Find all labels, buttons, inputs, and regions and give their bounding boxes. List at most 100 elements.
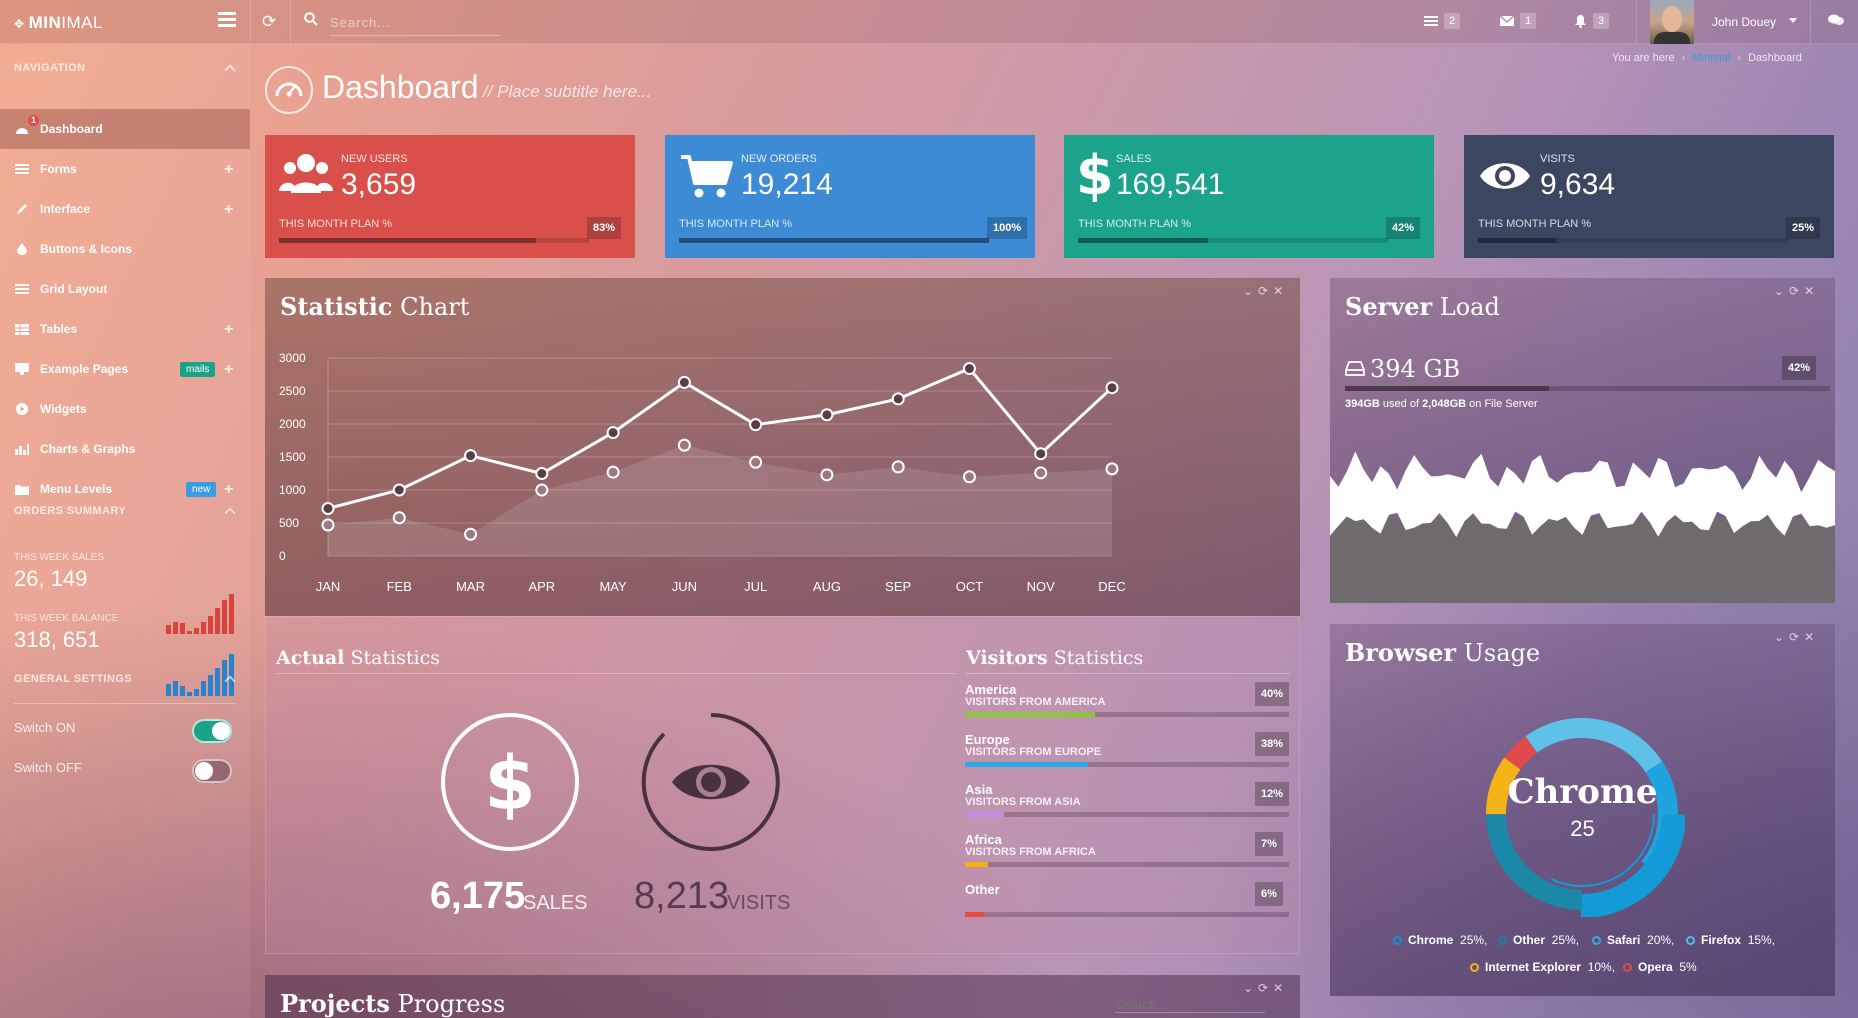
- sidebar-item-grid-layout[interactable]: Grid Layout: [0, 269, 250, 309]
- search-icon: [304, 12, 318, 26]
- spark-bar: [166, 684, 171, 696]
- avatar[interactable]: [1650, 0, 1694, 44]
- sidebar-item-forms[interactable]: Forms +: [0, 149, 250, 189]
- tasks-indicator[interactable]: 2: [1424, 13, 1461, 29]
- expand-plus-icon[interactable]: +: [224, 201, 234, 218]
- sidebar-item-label: Buttons & Icons: [40, 242, 132, 256]
- projects-progress-panel: Projects Progress ⌄⟳✕: [265, 975, 1300, 1018]
- sidebar-item-label: Menu Levels: [40, 482, 113, 496]
- sales-unit: SALES: [523, 892, 588, 914]
- sidebar-item-label: Tables: [40, 322, 78, 336]
- app-logo[interactable]: ✥ MINIMAL: [14, 13, 103, 32]
- primary-point: [464, 449, 478, 463]
- primary-point: [1105, 381, 1119, 395]
- table-icon: [14, 322, 30, 336]
- orders-collapse-icon[interactable]: [224, 507, 236, 519]
- secondary-point: [464, 527, 478, 541]
- sidebar-item-widgets[interactable]: Widgets: [0, 389, 250, 429]
- search-input[interactable]: [330, 10, 500, 36]
- spark-bar: [201, 621, 206, 634]
- x-tick-label: MAR: [456, 579, 485, 594]
- legend-item-other: Other 25%,: [1498, 933, 1579, 947]
- svg-text:$: $: [484, 741, 536, 827]
- sidebar-item-tables[interactable]: Tables +: [0, 309, 250, 349]
- refresh-icon[interactable]: ⟳: [262, 12, 277, 31]
- spark-bar: [229, 594, 234, 634]
- panel-tools[interactable]: ⌄⟳✕: [1243, 284, 1289, 298]
- week-balance-value: 318, 651: [14, 627, 100, 652]
- panel-tools[interactable]: ⌄⟳✕: [1774, 284, 1820, 298]
- spark-bar: [187, 630, 192, 634]
- spark-bar: [166, 624, 171, 634]
- new-badge: new: [186, 482, 217, 497]
- primary-point: [749, 418, 763, 432]
- server-load-panel: Server Load ⌄⟳✕ 394 GB 42% 394GB used of…: [1330, 278, 1835, 603]
- secondary-point: [749, 455, 763, 469]
- notifications-indicator[interactable]: 3: [1574, 13, 1610, 29]
- user-menu-chevron-icon[interactable]: [1789, 18, 1797, 23]
- sidebar-item-example-pages[interactable]: Example Pages mails +: [0, 349, 250, 389]
- nav-collapse-icon[interactable]: [224, 64, 236, 76]
- monitor-icon: [14, 362, 30, 376]
- primary-point: [891, 392, 905, 406]
- expand-plus-icon[interactable]: +: [224, 481, 234, 498]
- sidebar-item-charts-graphs[interactable]: Charts & Graphs: [0, 429, 250, 469]
- sidebar-item-label: Grid Layout: [40, 282, 108, 296]
- tile-progress-bar: [679, 238, 989, 243]
- sidebar-item-interface[interactable]: Interface +: [0, 189, 250, 229]
- secondary-point: [677, 438, 691, 452]
- breadcrumb: You are here › Minimal › Dashboard: [1612, 52, 1802, 64]
- folder-icon: [14, 482, 30, 496]
- statistic-chart-panel: Statistic Chart ⌄⟳✕ 3000 2500 2000 1500 1000…: [265, 278, 1300, 616]
- tile-progress-bar: [1078, 238, 1388, 243]
- sidebar-item-buttons-icons[interactable]: Buttons & Icons: [0, 229, 250, 269]
- spark-bar: [222, 660, 227, 696]
- nav-header: NAVIGATION: [14, 62, 86, 74]
- primary-point: [677, 375, 691, 389]
- y-tick-label: 1500: [279, 450, 306, 464]
- sidebar-item-dashboard[interactable]: 1 Dashboard: [0, 109, 250, 149]
- browser-usage-panel: Browser Usage ⌄⟳✕ Chrome 25 Chrome 25%, …: [1330, 624, 1835, 996]
- donut-slice-chrome: [1480, 712, 1685, 917]
- secondary-point: [392, 511, 406, 525]
- menu-toggle-icon[interactable]: [218, 12, 236, 28]
- visits-total: 8,213: [634, 875, 730, 917]
- tile-value: 19,214: [741, 168, 833, 201]
- tile-value: 9,634: [1540, 168, 1616, 201]
- breadcrumb-prefix: You are here: [1612, 52, 1675, 64]
- breadcrumb-link-minimal[interactable]: Minimal: [1692, 52, 1731, 64]
- sales-total: 6,175: [430, 875, 526, 917]
- server-load-wave-chart: [1330, 451, 1835, 603]
- sidebar-item-label: Forms: [40, 162, 77, 176]
- expand-plus-icon[interactable]: +: [224, 321, 234, 338]
- server-load-bar: [1345, 386, 1830, 391]
- spark-bar: [187, 691, 192, 696]
- spark-bar: [208, 675, 213, 696]
- browser-donut-chart: [1480, 712, 1685, 917]
- spark-bar: [215, 667, 220, 696]
- panel-tools[interactable]: ⌄⟳✕: [1243, 981, 1289, 995]
- tile-value: 169,541: [1116, 168, 1225, 201]
- y-tick-label: 2000: [279, 417, 306, 431]
- chat-icon[interactable]: [1828, 14, 1844, 27]
- x-tick-label: OCT: [956, 579, 984, 594]
- secondary-point: [891, 460, 905, 474]
- panel-tools[interactable]: ⌄⟳✕: [1774, 630, 1820, 644]
- browser-usage-title: Browser Usage: [1345, 638, 1541, 667]
- switch-on-toggle[interactable]: [192, 719, 232, 743]
- projects-search-input[interactable]: [1115, 997, 1265, 1013]
- primary-point: [962, 362, 976, 376]
- expand-plus-icon[interactable]: +: [224, 161, 234, 178]
- server-usage-text: 394GB used of 2,048GB on File Server: [1345, 398, 1538, 410]
- expand-plus-icon[interactable]: +: [224, 361, 234, 378]
- drop-icon: [14, 242, 30, 256]
- y-tick-label: 1000: [279, 483, 306, 497]
- sidebar-item-menu-levels[interactable]: Menu Levels new +: [0, 469, 250, 509]
- list-icon: [14, 162, 30, 176]
- week-sales-sparkline: [166, 592, 234, 634]
- primary-point: [321, 501, 335, 515]
- user-name[interactable]: John Douey: [1712, 15, 1777, 29]
- switch-off-toggle[interactable]: [192, 759, 232, 783]
- mail-indicator[interactable]: 1: [1500, 13, 1537, 29]
- legend-item-opera: Opera 5%: [1623, 960, 1697, 974]
